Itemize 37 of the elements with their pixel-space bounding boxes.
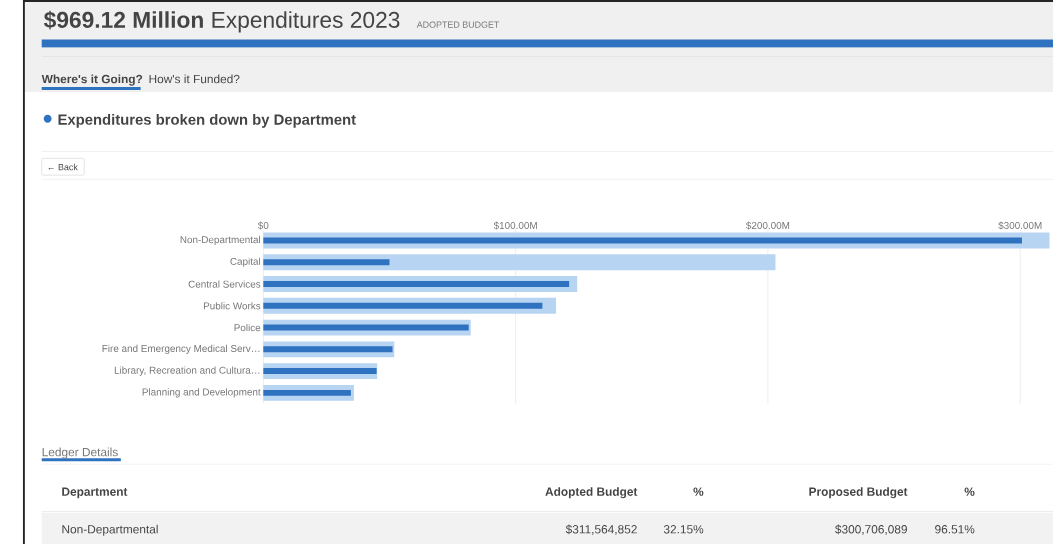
y-tick-label: Capital <box>230 257 261 267</box>
bar <box>263 389 351 396</box>
text: Ledger Details <box>42 447 118 459</box>
text: Proposed Budget <box>809 487 908 499</box>
bar <box>263 346 393 353</box>
x-tick-label: $200.00M <box>746 221 790 230</box>
bar <box>263 259 390 266</box>
y-tick-label: Library, Recreation and Cultura… <box>114 366 260 376</box>
bar <box>263 280 570 287</box>
x-tick-label: $300.00M <box>998 221 1042 230</box>
x-tick-label: $100.00M <box>493 221 537 230</box>
y-tick-label: Fire and Emergency Medical Serv… <box>102 344 260 354</box>
bar <box>263 254 776 271</box>
y-tick-label: Non-Departmental <box>180 235 261 245</box>
text: Adopted Budget <box>545 487 638 499</box>
y-tick-label: Central Services <box>188 280 261 288</box>
text: 96.51% <box>935 524 975 534</box>
bar <box>263 302 543 309</box>
text: 32.15% <box>663 524 704 534</box>
chart-subtitle: ADOPTED BUDGET <box>416 21 500 28</box>
bar <box>263 367 377 374</box>
text: $300,706,089 <box>835 524 907 535</box>
y-tick-label: Police <box>234 323 261 332</box>
text: $311,564,852 <box>565 524 637 535</box>
text: Expenditures broken down by Department <box>58 113 356 128</box>
text: % <box>964 487 975 496</box>
y-tick-label: Planning and Development <box>142 388 261 398</box>
text: ← Back <box>48 163 78 171</box>
text: % <box>693 487 704 496</box>
text: Department <box>62 487 128 499</box>
x-tick-label: $0 <box>257 221 269 230</box>
chart-title: $969.12 Million Expenditures 2023 <box>43 10 400 33</box>
bar <box>263 324 469 331</box>
y-tick-label: Public Works <box>203 302 261 310</box>
text: Non-Departmental <box>62 524 158 536</box>
text: How's it Funded? <box>149 74 240 84</box>
text: Where's it Going? <box>41 74 143 86</box>
